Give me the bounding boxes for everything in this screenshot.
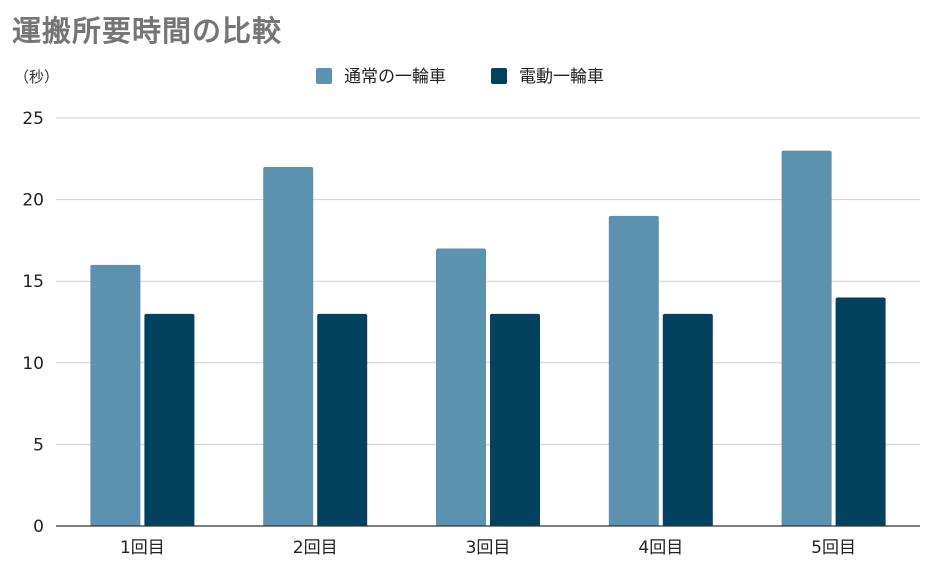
y-tick-label-15: 15 — [22, 272, 44, 292]
bar-series2-2回目 — [317, 313, 368, 526]
x-tick-label-2: 2回目 — [293, 538, 338, 558]
legend-swatch-2 — [491, 68, 507, 84]
bar-series2-1回目 — [144, 313, 195, 526]
bar-series1-2回目 — [263, 166, 314, 526]
y-tick-label-25: 25 — [22, 109, 44, 129]
bar-series2-4回目 — [662, 313, 713, 526]
y-tick-label-20: 20 — [22, 191, 44, 211]
legend-swatch-1 — [316, 68, 332, 84]
x-axis-ticks: 1回目 2回目 3回目 4回目 5回目 — [120, 538, 856, 558]
bar-series1-5回目 — [781, 150, 832, 526]
gridlines — [56, 117, 920, 445]
y-tick-label-10: 10 — [22, 354, 44, 374]
bar-series1-3回目 — [436, 248, 486, 526]
legend-label-1: 通常の一輪車 — [344, 67, 446, 87]
y-tick-label-5: 5 — [33, 435, 44, 455]
x-tick-label-1: 1回目 — [120, 538, 165, 558]
bar-series1-1回目 — [90, 264, 141, 526]
bar-series1-4回目 — [608, 215, 659, 527]
chart-title: 運搬所要時間の比較 — [12, 14, 283, 48]
legend: 通常の一輪車 電動一輪車 — [316, 67, 604, 87]
y-axis-unit-label: （秒） — [14, 68, 60, 86]
bars — [90, 150, 886, 527]
bar-series2-5回目 — [835, 297, 886, 526]
x-tick-label-5: 5回目 — [811, 538, 856, 558]
x-tick-label-4: 4回目 — [638, 538, 683, 558]
x-tick-label-3: 3回目 — [466, 538, 511, 558]
bar-series2-3回目 — [490, 313, 540, 526]
y-tick-label-0: 0 — [33, 517, 44, 537]
legend-label-2: 電動一輪車 — [519, 67, 604, 87]
y-axis-ticks: 0 5 10 15 20 25 — [22, 109, 44, 537]
